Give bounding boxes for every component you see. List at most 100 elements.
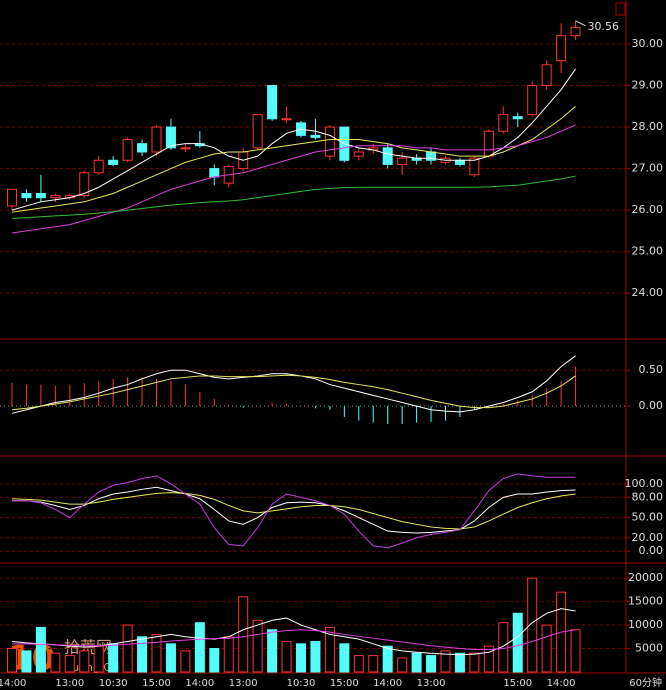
volume-bar: [267, 629, 278, 673]
candle-body: [556, 35, 567, 62]
y-tick-label: 0.00: [639, 544, 664, 557]
x-tick-label: 10:30: [287, 678, 316, 689]
x-tick-label: 14:00: [547, 678, 576, 689]
y-tick-label: 24.00: [632, 286, 664, 299]
candle-body: [397, 157, 408, 165]
y-tick-label: 80.00: [632, 490, 664, 503]
candle-body: [79, 172, 90, 197]
x-tick-label: 13:00: [417, 678, 446, 689]
y-tick-label: 100.00: [625, 477, 664, 490]
candle-body: [151, 126, 162, 153]
candle-body: [382, 147, 393, 165]
y-tick-label: 20.00: [632, 531, 664, 544]
volume-bar: [527, 577, 538, 673]
x-tick-label: 14:00: [0, 678, 26, 689]
volume-bar: [165, 643, 176, 673]
corner-box: [615, 2, 626, 16]
volume-bar: [570, 629, 581, 673]
y-tick-label: 0.00: [639, 399, 664, 412]
volume-bar: [512, 612, 523, 673]
indicator-line: [11, 68, 576, 211]
volume-bar: [411, 652, 422, 673]
candle-body: [137, 143, 148, 153]
y-tick-label: 26.00: [632, 203, 664, 216]
indicator-line: [11, 374, 576, 411]
candle-body: [483, 130, 494, 157]
candle-body: [108, 159, 119, 165]
candle-body: [7, 188, 17, 207]
volume-bar: [79, 650, 90, 673]
high-label: 30.56: [588, 20, 620, 33]
volume-bar: [454, 652, 465, 673]
candle-body: [324, 126, 335, 157]
y-tick-label: 25.00: [632, 245, 664, 258]
x-tick-label: 10:30: [99, 678, 128, 689]
candle-body: [281, 118, 292, 121]
volume-bar: [50, 652, 61, 673]
volume-bar: [21, 650, 32, 673]
y-tick-label: 30.00: [632, 37, 664, 50]
candle-body: [35, 192, 46, 199]
volume-bar: [151, 633, 162, 673]
y-tick-label: 15000: [628, 595, 663, 608]
y-tick-label: 50.00: [632, 511, 664, 524]
x-tick-label: 14:00: [185, 678, 214, 689]
indicator-line: [11, 175, 576, 219]
volume-bar: [93, 645, 104, 673]
y-tick-label: 27.00: [632, 162, 664, 175]
watermark-site: Huang.CN: [64, 661, 119, 674]
candle-body: [570, 26, 581, 37]
candle-body: [165, 126, 176, 149]
volume-bar: [238, 596, 249, 673]
y-tick-label: 0.50: [639, 363, 664, 376]
volume-bar: [368, 655, 379, 673]
x-tick-label: 15:00: [330, 678, 359, 689]
volume-bar: [180, 650, 191, 673]
volume-bar: [122, 624, 133, 673]
candle-body: [527, 85, 538, 116]
candle-body: [209, 168, 220, 178]
candle-body: [498, 114, 509, 132]
y-tick-label: 10000: [628, 618, 663, 631]
candle-body: [469, 157, 480, 176]
candle-body: [50, 195, 61, 199]
volume-bar: [35, 626, 46, 673]
candle-body: [267, 85, 278, 120]
indicator-line: [11, 492, 576, 530]
volume-bar: [296, 643, 306, 673]
candle-body: [93, 159, 104, 174]
volume-bar: [209, 648, 220, 673]
x-tick-label: 15:00: [142, 678, 171, 689]
candle-body: [353, 151, 364, 157]
indicator-line: [11, 105, 576, 213]
volume-bar: [281, 640, 292, 673]
x-tick-label: 15:00: [503, 678, 532, 689]
x-tick-label: 13:00: [55, 678, 84, 689]
x-tick-label: 14:00: [373, 678, 402, 689]
indicator-line: [12, 486, 576, 534]
candle-body: [252, 114, 263, 149]
y-tick-label: 5000: [635, 642, 663, 655]
volume-bar: [324, 626, 335, 673]
volume-bar: [339, 643, 350, 673]
indicator-line: [12, 473, 576, 549]
x-tick-label: 13:00: [229, 678, 258, 689]
volume-bar: [440, 650, 451, 673]
candle-body: [21, 192, 32, 199]
volume-bar: [310, 640, 321, 673]
volume-bar: [194, 622, 205, 673]
high-pointer: [575, 20, 586, 27]
volume-bar: [469, 652, 480, 673]
indicator-line: [11, 124, 576, 234]
volume-bar: [353, 655, 364, 673]
y-tick-label: 20000: [628, 571, 663, 584]
volume-bar: [137, 636, 148, 673]
candle-body: [512, 116, 523, 120]
volume-bar: [7, 648, 17, 673]
volume-bar: [541, 624, 552, 673]
volume-bar: [483, 645, 494, 673]
candle-body: [310, 134, 321, 138]
indicator-line: [12, 629, 576, 650]
